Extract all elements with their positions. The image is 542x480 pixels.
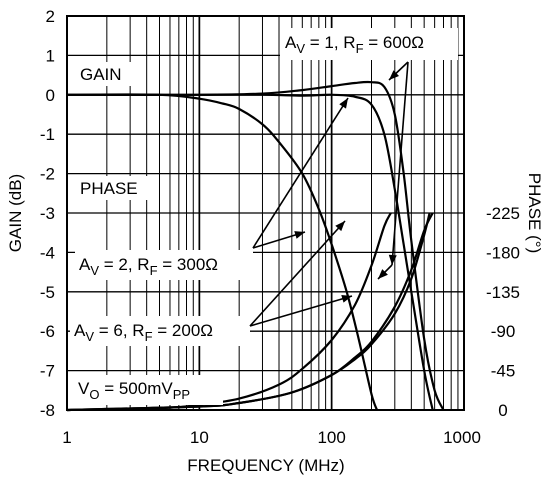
y-tick-label-left: 0 — [46, 86, 55, 105]
phase-label: PHASE — [80, 179, 138, 198]
gain-label-bg — [76, 62, 132, 86]
av6-arrow-phase-head — [341, 294, 352, 303]
av1-arrow-phase-line — [391, 61, 409, 266]
y-tick-label-left: -2 — [40, 165, 55, 184]
y-tick-label-left: 2 — [46, 7, 55, 26]
phase-label-bg — [76, 176, 150, 200]
gain-curve-av2 — [67, 93, 434, 411]
vo-label-bg — [73, 375, 223, 405]
gain-label: GAIN — [80, 65, 122, 84]
y-axis-label-left: GAIN (dB) — [6, 174, 25, 252]
av6-arrow-gain-head — [335, 221, 345, 232]
grid — [66, 15, 465, 411]
av2-arrow-gain — [252, 97, 349, 249]
av2-arrow-gain-head — [339, 98, 348, 109]
y-tick-label-left: -7 — [40, 362, 55, 381]
phase-curve-av6 — [66, 212, 392, 412]
av1-arrow-gain-head — [389, 70, 400, 80]
x-tick-label: 1000 — [443, 428, 481, 447]
y-tick-label-left: 1 — [46, 46, 55, 65]
y-tick-label-left: -8 — [40, 401, 55, 420]
av6-label-bg — [70, 316, 250, 346]
av2-label: AV = 2, RF = 300Ω — [79, 255, 218, 278]
av1-arrow-phase-line-head — [388, 254, 397, 265]
av1-label: AV = 1, RF = 600Ω — [285, 33, 424, 56]
y-tick-label-right: -90 — [491, 322, 516, 341]
x-tick-label: 10 — [190, 428, 209, 447]
y-tick-label-left: -6 — [40, 322, 55, 341]
y-tick-label-right: -225 — [486, 204, 520, 223]
av1-arrow-phase-head — [378, 269, 388, 279]
av6-arrow-phase — [249, 295, 353, 327]
av6-label: AV = 6, RF = 200Ω — [74, 321, 213, 344]
annotations: GAIN PHASE AV = 1, RF = 600Ω AV = 2, RF = 3… — [70, 28, 458, 405]
y-tick-label-right: -180 — [486, 243, 520, 262]
y-tick-label-right: 0 — [498, 401, 507, 420]
y-axis-label-right: PHASE (°) — [525, 173, 542, 253]
y-tick-label-left: -5 — [40, 283, 55, 302]
y-tick-label-right: -135 — [486, 283, 520, 302]
y-tick-label-right: -45 — [491, 362, 516, 381]
gain-curve-av1 — [66, 80, 445, 411]
av2-arrow-phase-head — [294, 231, 305, 239]
y-tick-label-left: -1 — [40, 125, 55, 144]
x-axis-label: FREQUENCY (MHz) — [187, 456, 344, 475]
curves — [66, 80, 445, 412]
gain-curve-av6 — [66, 93, 379, 411]
phase-curve-av2 — [66, 212, 434, 412]
av1-label-bg — [280, 28, 458, 60]
vo-label: VO = 500mVPP — [78, 379, 190, 402]
x-tick-label: 100 — [317, 428, 345, 447]
av6-arrow-gain — [249, 220, 346, 327]
y-tick-label-left: -4 — [40, 243, 55, 262]
plot-frame — [66, 15, 465, 411]
x-tick-label: 1 — [62, 428, 71, 447]
av2-label-bg — [75, 250, 253, 280]
y-tick-label-left: -3 — [40, 204, 55, 223]
